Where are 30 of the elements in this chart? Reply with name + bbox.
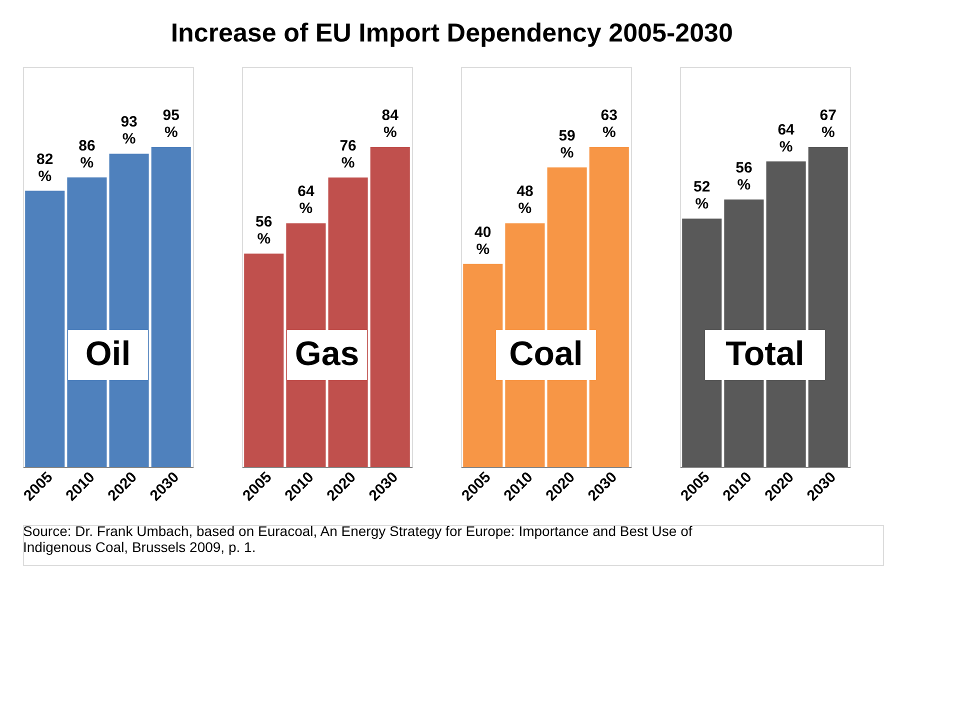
bar <box>808 147 848 467</box>
bar <box>370 147 410 467</box>
data-label: 64 % <box>298 183 315 218</box>
bar <box>589 147 629 467</box>
data-label: 64 % <box>778 121 796 156</box>
bar <box>244 254 284 467</box>
bar <box>463 264 503 467</box>
data-label: 59 % <box>558 127 576 162</box>
data-label: 56 % <box>736 160 752 194</box>
data-label: 63 % <box>600 107 618 141</box>
bar <box>151 147 191 467</box>
data-label: 82 % <box>36 150 54 185</box>
annotation: Oil <box>85 335 131 373</box>
annotation: Gas <box>294 335 360 373</box>
annotation: Total <box>726 335 804 373</box>
data-label: 67 % <box>820 107 836 141</box>
bar <box>25 190 65 467</box>
data-label: 86 % <box>78 137 96 172</box>
data-label: 40 % <box>474 224 492 258</box>
text: Increase of EU Import Dependency 2005-2030 <box>170 18 733 48</box>
annotation: Coal <box>509 335 583 373</box>
bar <box>682 218 722 467</box>
data-label: 95 % <box>162 107 180 141</box>
data-label: 48 % <box>516 183 534 218</box>
data-label: 76 % <box>340 137 356 172</box>
source-note: Source: Dr. Frank Umbach, based on Euracoal, An Energy Strategy for Europe: Importance and Best Use of Indigenous Coal, Brussels 2009, p. 1. <box>23 523 692 555</box>
data-label: 84 % <box>382 107 400 141</box>
data-label: 52 % <box>694 178 710 213</box>
data-label: 93 % <box>120 114 138 148</box>
data-label: 56 % <box>256 214 272 248</box>
